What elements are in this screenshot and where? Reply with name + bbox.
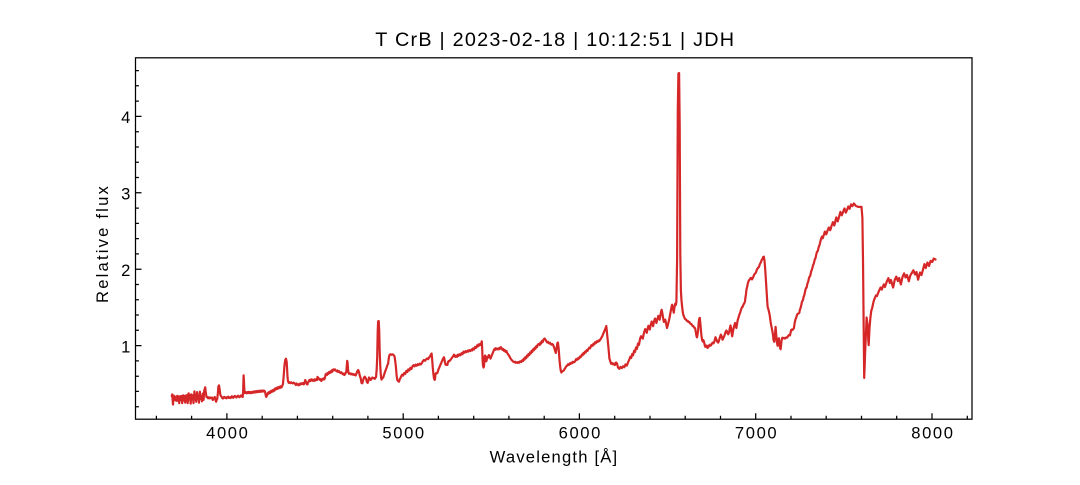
svg-text:6000: 6000	[559, 423, 602, 442]
svg-text:3: 3	[121, 185, 130, 204]
svg-text:4000: 4000	[206, 423, 249, 442]
svg-text:Wavelength [Å]: Wavelength [Å]	[490, 448, 619, 467]
svg-text:T CrB | 2023-02-18 | 10:12:51: T CrB | 2023-02-18 | 10:12:51 | JDH	[375, 29, 735, 51]
svg-text:1: 1	[121, 337, 130, 356]
svg-text:7000: 7000	[735, 423, 778, 442]
svg-text:Relative flux: Relative flux	[93, 184, 112, 303]
svg-text:8000: 8000	[911, 423, 954, 442]
svg-text:5000: 5000	[382, 423, 425, 442]
svg-text:4: 4	[121, 108, 130, 127]
svg-text:2: 2	[121, 261, 130, 280]
